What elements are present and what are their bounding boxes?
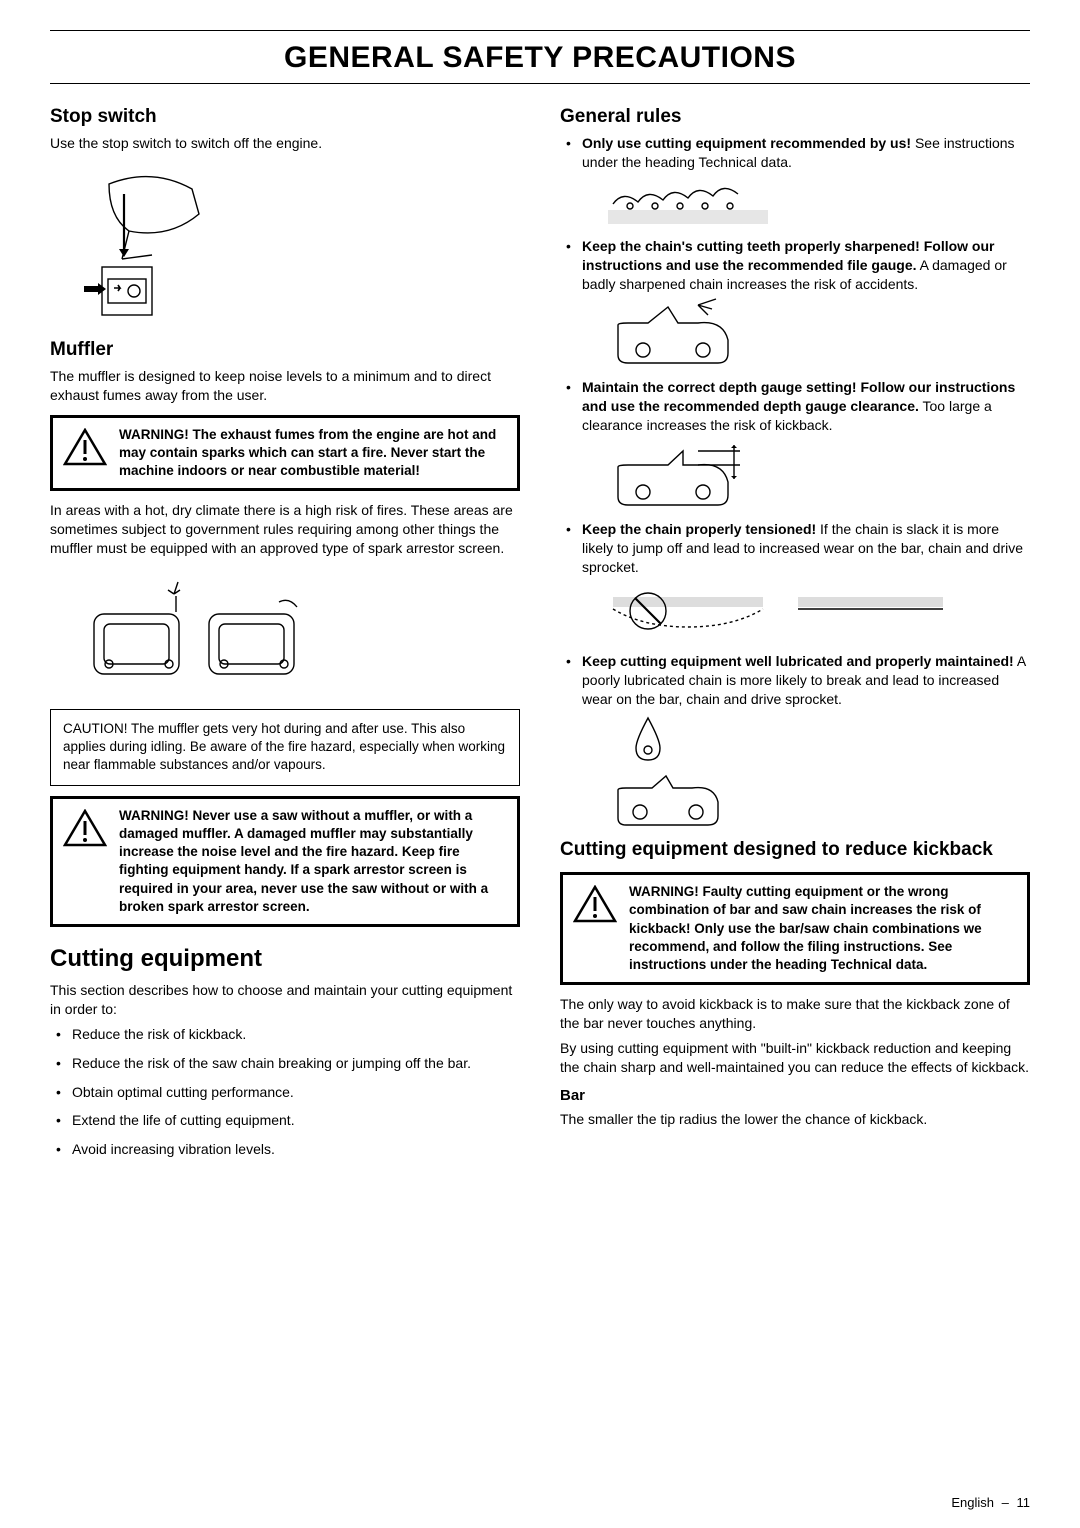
- content-columns: Stop switch Use the stop switch to switc…: [50, 104, 1030, 1169]
- stop-switch-diagram: [74, 159, 224, 329]
- lubrication-diagram: [608, 710, 728, 830]
- general-rules-heading: General rules: [560, 106, 1030, 128]
- bar-heading: Bar: [560, 1087, 1030, 1104]
- stop-switch-text: Use the stop switch to switch off the en…: [50, 134, 520, 153]
- list-item: Only use cutting equipment recommended b…: [582, 134, 1030, 229]
- list-item: Obtain optimal cutting performance.: [72, 1083, 520, 1102]
- kickback-warning-text: WARNING! Faulty cutting equipment or the…: [629, 883, 1017, 974]
- muffler-warning-1-text: WARNING! The exhaust fumes from the engi…: [119, 426, 507, 481]
- cutting-goals-list: Reduce the risk of kickback. Reduce the …: [50, 1025, 520, 1159]
- muffler-caution-text: CAUTION! The muffler gets very hot durin…: [63, 720, 507, 775]
- muffler-warning-2: WARNING! Never use a saw without a muffl…: [50, 796, 520, 927]
- spark-arrestor-text: In areas with a hot, dry climate there i…: [50, 501, 520, 558]
- kickback-heading: Cutting equipment designed to reduce kic…: [560, 838, 1030, 862]
- right-column: General rules Only use cutting equipment…: [560, 104, 1030, 1169]
- list-item: Keep the chain's cutting teeth properly …: [582, 237, 1030, 371]
- warning-icon: [573, 885, 617, 925]
- list-item: Keep cutting equipment well lubricated a…: [582, 652, 1030, 831]
- list-item: Reduce the risk of kickback.: [72, 1025, 520, 1044]
- left-column: Stop switch Use the stop switch to switc…: [50, 104, 520, 1169]
- list-item: Maintain the correct depth gauge setting…: [582, 378, 1030, 512]
- depth-gauge-diagram: [608, 437, 748, 512]
- list-item: Reduce the risk of the saw chain breakin…: [72, 1054, 520, 1073]
- footer-sep: –: [998, 1495, 1013, 1510]
- cutting-intro: This section describes how to choose and…: [50, 981, 520, 1019]
- muffler-warning-2-text: WARNING! Never use a saw without a muffl…: [119, 807, 507, 916]
- page-footer: English – 11: [951, 1495, 1030, 1510]
- page-title: GENERAL SAFETY PRECAUTIONS: [50, 35, 1030, 84]
- footer-page-number: 11: [1017, 1495, 1031, 1510]
- cutting-equipment-heading: Cutting equipment: [50, 945, 520, 973]
- list-item: Avoid increasing vibration levels.: [72, 1140, 520, 1159]
- stop-switch-heading: Stop switch: [50, 106, 520, 128]
- list-item: Keep the chain properly tensioned! If th…: [582, 520, 1030, 644]
- kickback-p1: The only way to avoid kickback is to mak…: [560, 995, 1030, 1033]
- kickback-warning: WARNING! Faulty cutting equipment or the…: [560, 872, 1030, 985]
- sharpen-diagram: [608, 295, 738, 370]
- tension-diagram: [608, 579, 948, 644]
- chain-diagram: [608, 174, 768, 229]
- kickback-p2: By using cutting equipment with "built-i…: [560, 1039, 1030, 1077]
- warning-icon: [63, 809, 107, 849]
- rule-bold: Keep cutting equipment well lubricated a…: [582, 653, 1014, 669]
- bar-text: The smaller the tip radius the lower the…: [560, 1110, 1030, 1129]
- warning-icon: [63, 428, 107, 468]
- rule-bold: Keep the chain properly tensioned!: [582, 521, 816, 537]
- muffler-caution: CAUTION! The muffler gets very hot durin…: [50, 709, 520, 786]
- general-rules-list: Only use cutting equipment recommended b…: [560, 134, 1030, 830]
- footer-lang: English: [951, 1495, 994, 1510]
- list-item: Extend the life of cutting equipment.: [72, 1111, 520, 1130]
- rule-bold: Only use cutting equipment recommended b…: [582, 135, 911, 151]
- muffler-intro: The muffler is designed to keep noise le…: [50, 367, 520, 405]
- muffler-diagram: [74, 564, 329, 699]
- muffler-warning-1: WARNING! The exhaust fumes from the engi…: [50, 415, 520, 492]
- muffler-heading: Muffler: [50, 339, 520, 361]
